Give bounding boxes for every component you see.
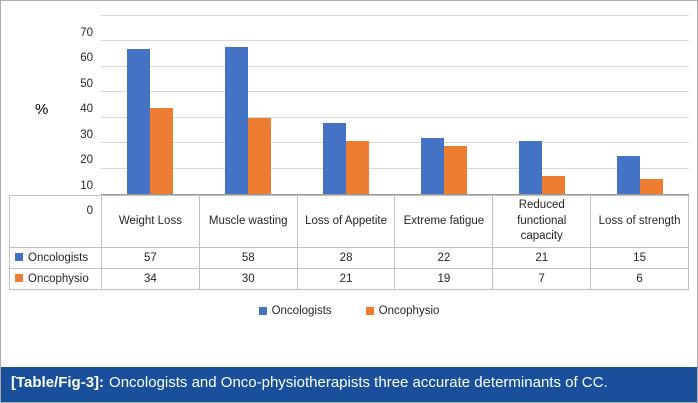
bar-oncologists xyxy=(421,138,444,194)
gridline xyxy=(101,65,689,67)
value-cell: 34 xyxy=(101,268,200,290)
category-label: Muscle wasting xyxy=(198,195,298,248)
y-tick-label: 10 xyxy=(80,179,93,192)
value-cell: 22 xyxy=(394,247,494,269)
category-label: Loss of Appetite xyxy=(296,195,396,248)
value-cell: 7 xyxy=(492,268,592,290)
value-cell: 19 xyxy=(394,268,494,290)
bar-oncophysio xyxy=(346,140,369,194)
bar-oncophysio xyxy=(248,117,271,194)
category-label: Loss of strength xyxy=(590,195,689,248)
gridline xyxy=(101,167,689,169)
gridline xyxy=(101,91,689,93)
legend-label: Oncologists xyxy=(271,305,332,317)
caption: [Table/Fig-3]: Oncologists and Onco-physi… xyxy=(1,367,697,402)
bar-oncophysio xyxy=(640,178,663,194)
legend-item: Oncologists xyxy=(258,305,332,317)
legend: Oncologists Oncophysio xyxy=(1,305,697,317)
bar-oncophysio xyxy=(444,145,467,194)
gridline xyxy=(101,116,689,118)
table-row: Oncologists 57 58 28 22 21 15 xyxy=(9,247,689,269)
table-row: Oncophysio 34 30 21 19 7 6 xyxy=(9,268,689,290)
series-name: Oncologists xyxy=(9,247,102,269)
bar-group xyxy=(395,17,493,194)
bar-chart: % 0 10 20 30 40 50 60 70 Weight Loss Muscle wast… xyxy=(1,15,697,317)
category-label: Weight Loss xyxy=(101,195,200,248)
bar-oncologists xyxy=(225,46,248,194)
value-cell: 21 xyxy=(492,247,592,269)
legend-label: Oncophysio xyxy=(378,305,440,317)
plot-area xyxy=(101,15,689,195)
bar-group xyxy=(101,17,199,194)
bar-group xyxy=(493,17,591,194)
legend-swatch-icon xyxy=(258,307,267,315)
gridline xyxy=(101,15,689,16)
caption-text: Oncologists and Onco-physiotherapists th… xyxy=(109,374,608,392)
bar-oncophysio xyxy=(150,107,173,194)
bar-oncologists xyxy=(323,122,346,194)
value-cell: 15 xyxy=(590,247,689,269)
y-axis: % 0 10 20 30 40 50 60 70 xyxy=(9,17,101,217)
legend-item: Oncophysio xyxy=(365,305,440,317)
bar-group xyxy=(591,17,689,194)
y-tick-label: 70 xyxy=(80,27,93,39)
legend-swatch-icon xyxy=(15,274,23,282)
y-tick-label: 60 xyxy=(80,52,93,65)
value-cell: 30 xyxy=(198,268,298,290)
y-tick-label: 20 xyxy=(80,154,93,167)
series-name: Oncophysio xyxy=(9,268,102,290)
gridline xyxy=(101,142,689,144)
bars-layer xyxy=(101,17,689,194)
legend-swatch-icon xyxy=(365,307,374,315)
bar-group xyxy=(297,17,395,194)
value-cell: 28 xyxy=(296,247,396,269)
chart-upper: % 0 10 20 30 40 50 60 70 xyxy=(9,15,689,217)
gridline xyxy=(101,40,689,42)
y-axis-label: % xyxy=(35,101,49,118)
value-cell: 21 xyxy=(296,268,396,290)
y-tick-label: 50 xyxy=(80,77,93,90)
y-tick-label: 30 xyxy=(80,128,93,141)
y-tick-label: 40 xyxy=(80,103,93,116)
value-cell: 6 xyxy=(590,268,689,290)
bar-oncologists xyxy=(127,49,150,194)
bar-oncophysio xyxy=(542,176,565,194)
caption-label: [Table/Fig-3]: xyxy=(11,374,105,392)
legend-swatch-icon xyxy=(15,253,23,261)
bar-oncologists xyxy=(519,140,542,194)
bar-oncologists xyxy=(617,155,640,194)
value-cell: 58 xyxy=(198,247,298,269)
table-corner xyxy=(9,195,102,248)
data-table: Weight Loss Muscle wasting Loss of Appetit… xyxy=(9,195,689,290)
category-label: Extreme fatigue xyxy=(394,195,494,248)
value-cell: 57 xyxy=(101,247,200,269)
category-label: Reduced functional capacity xyxy=(492,195,592,248)
y-tick-label: 0 xyxy=(86,205,93,217)
category-row: Weight Loss Muscle wasting Loss of Appetit… xyxy=(9,195,689,248)
bar-group xyxy=(199,17,297,194)
